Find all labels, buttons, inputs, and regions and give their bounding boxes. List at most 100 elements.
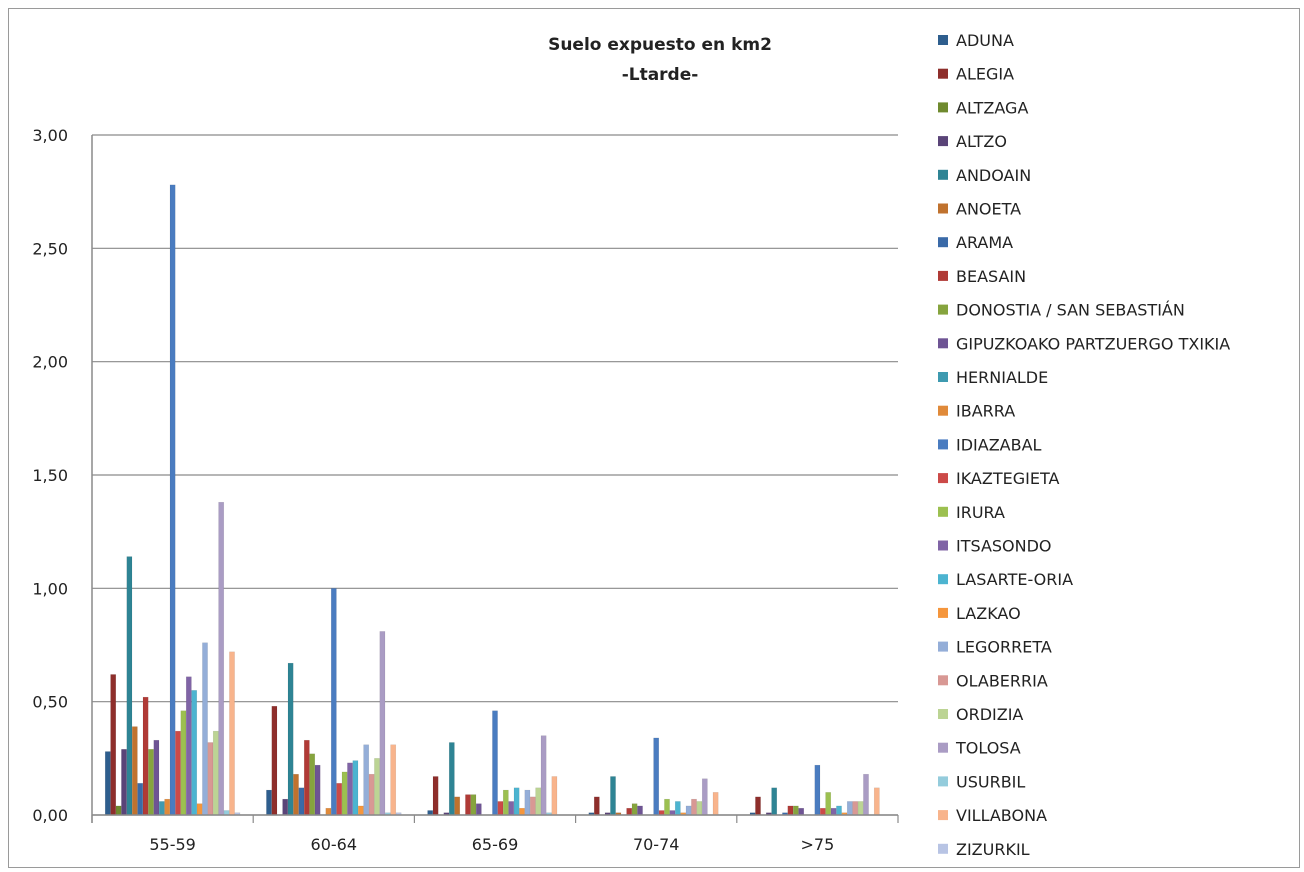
- bar-itsasondo-0: [185, 676, 192, 816]
- bar-gipuzkoako-partzuergo-txikia-1: [314, 764, 321, 816]
- bar-olaberria-4: [852, 801, 859, 816]
- bar-hernialde-0: [158, 801, 165, 816]
- bar-ordizia-4: [857, 801, 864, 816]
- x-axis: 55-59 60-64 65-69 70-74 >75: [91, 135, 899, 854]
- bar-alegia-3: [593, 796, 600, 816]
- legend-label: ITSASONDO: [956, 537, 1052, 556]
- bar-alegia-1: [271, 705, 278, 816]
- legend-swatch: [938, 776, 948, 787]
- bar-alegia-0: [110, 674, 117, 816]
- bar-alegia-2: [432, 776, 439, 816]
- legend-label: IDIAZABAL: [956, 435, 1042, 454]
- legend-swatch: [938, 405, 948, 416]
- y-axis-ticks: 0,00 0,50 1,00 1,50 2,00 2,50 3,00: [32, 126, 68, 825]
- y-tick-label: 0,00: [32, 806, 68, 825]
- legend-label: ALEGIA: [956, 65, 1014, 84]
- legend-swatch: [938, 540, 948, 551]
- bars: [104, 184, 880, 816]
- bar-itsasondo-4: [830, 807, 837, 816]
- legend-swatch: [938, 304, 948, 315]
- bar-andoain-1: [287, 662, 294, 816]
- bar-ibarra-1: [325, 807, 332, 816]
- bar-anoeta-2: [454, 796, 461, 816]
- bar-lasarte-oria-3: [674, 801, 681, 816]
- bar-altzo-1: [282, 798, 289, 816]
- bar-legorreta-2: [524, 789, 531, 816]
- bar-anoeta-1: [293, 773, 299, 816]
- legend-swatch: [938, 169, 948, 180]
- legend-swatch: [938, 709, 948, 719]
- x-tick-label: 60-64: [311, 835, 358, 854]
- bar-lasarte-oria-4: [836, 805, 842, 816]
- bar-ordizia-3: [696, 801, 703, 816]
- bar-lasarte-oria-2: [513, 787, 520, 816]
- bar-irura-3: [664, 798, 670, 816]
- bar-beasain-3: [626, 807, 633, 816]
- bar-villabona-2: [551, 776, 558, 816]
- bar-ikaztegieta-2: [497, 801, 504, 816]
- legend-swatch: [938, 237, 948, 248]
- legend-swatch: [938, 35, 948, 45]
- x-tick-label: 65-69: [472, 835, 519, 854]
- legend-swatch: [938, 439, 948, 450]
- legend-swatch: [938, 675, 948, 686]
- legend-swatch: [938, 506, 948, 517]
- bar-idiazabal-4: [814, 764, 821, 816]
- legend-label: IBARRA: [956, 402, 1015, 421]
- bar-ordizia-0: [212, 730, 219, 816]
- bar-olaberria-2: [529, 796, 536, 816]
- bar-idiazabal-0: [169, 184, 176, 816]
- chart-subtitle: -Ltarde-: [622, 65, 699, 85]
- legend-label: LASARTE-ORIA: [956, 570, 1073, 589]
- legend-swatch: [938, 270, 948, 281]
- bar-tolosa-3: [701, 778, 708, 816]
- y-tick-label: 2,50: [32, 239, 68, 258]
- legend-swatch: [938, 810, 948, 821]
- bar-irura-1: [341, 771, 348, 816]
- bar-lasarte-oria-1: [352, 760, 359, 816]
- bar-ordizia-2: [535, 787, 542, 816]
- y-tick-label: 2,00: [32, 353, 68, 372]
- legend-swatch: [938, 372, 948, 382]
- bar-donostia-san-sebasti-n-2: [470, 794, 477, 816]
- legend-label: ANOETA: [956, 200, 1021, 219]
- bar-beasain-2: [465, 794, 471, 816]
- legend-label: LEGORRETA: [956, 638, 1052, 657]
- bar-ikaztegieta-1: [336, 783, 343, 816]
- bar-tolosa-4: [863, 773, 869, 816]
- x-tick-label: 70-74: [633, 835, 680, 854]
- legend-label: ANDOAIN: [956, 166, 1031, 185]
- bar-arama-0: [137, 783, 144, 816]
- legend-label: GIPUZKOAKO PARTZUERGO TXIKIA: [956, 334, 1230, 353]
- legend-swatch: [938, 641, 948, 652]
- bar-beasain-0: [142, 696, 149, 816]
- legend-label: IRURA: [956, 503, 1005, 522]
- legend-label: DONOSTIA / SAN SEBASTIÁN: [956, 301, 1185, 320]
- legend-swatch: [938, 742, 948, 753]
- bar-tolosa-2: [540, 735, 547, 816]
- bar-altzo-0: [121, 749, 127, 816]
- x-tick-label: 55-59: [149, 835, 196, 854]
- bar-legorreta-1: [363, 744, 370, 816]
- legend-swatch: [938, 203, 948, 214]
- bar-ordizia-1: [374, 758, 380, 816]
- legend: ADUNA ALEGIA ALTZAGA ALTZO ANDOAIN ANOETA ARAM…: [938, 31, 1230, 859]
- chart-title: Suelo expuesto en km2: [548, 35, 772, 55]
- y-tick-label: 1,00: [32, 579, 68, 598]
- bar-villabona-1: [390, 744, 397, 816]
- legend-label: HERNIALDE: [956, 368, 1048, 387]
- legend-swatch: [938, 136, 948, 147]
- bar-lazkao-2: [519, 807, 525, 816]
- bar-andoain-3: [610, 776, 616, 816]
- legend-label: LAZKAO: [956, 604, 1021, 623]
- bar-arama-1: [298, 787, 305, 816]
- bar-donostia-san-sebasti-n-0: [148, 749, 154, 816]
- bar-gipuzkoako-partzuergo-txikia-3: [637, 805, 643, 816]
- legend-label: USURBIL: [956, 772, 1025, 791]
- bar-tolosa-1: [379, 631, 386, 816]
- bar-lazkao-1: [357, 805, 364, 816]
- bar-aduna-0: [104, 751, 111, 816]
- bar-gipuzkoako-partzuergo-txikia-4: [798, 807, 805, 816]
- bar-legorreta-4: [846, 801, 853, 816]
- bar-aduna-1: [266, 789, 272, 816]
